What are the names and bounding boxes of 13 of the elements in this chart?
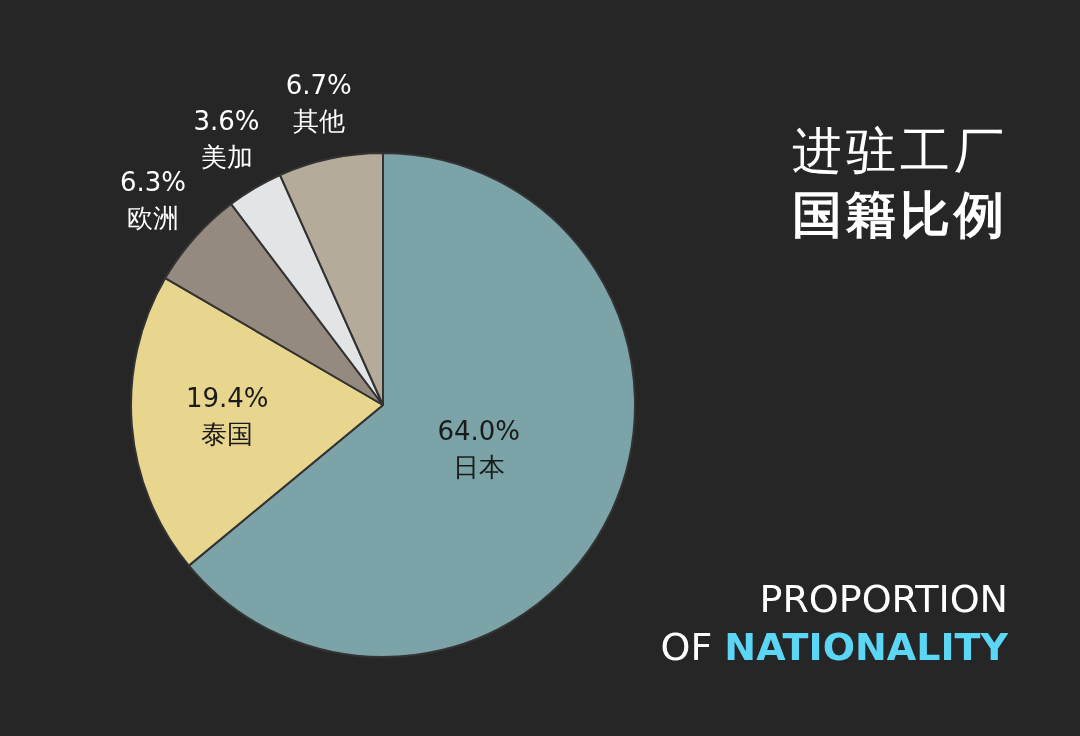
slice-label: 日本 <box>452 451 505 482</box>
data-label: 6.7% <box>285 70 352 101</box>
data-label: 19.4% <box>185 383 269 414</box>
slice-label: 泰国 <box>201 419 254 450</box>
data-label: 64.0% <box>437 415 521 446</box>
slice-label: 其他 <box>292 106 345 137</box>
text: 国籍比例 <box>792 185 1008 246</box>
data-label: 6.3% <box>119 166 187 197</box>
data-label: 3.6% <box>193 106 260 137</box>
text: PROPORTION OF NATIONALITY <box>660 577 1008 669</box>
slice-label: 美加 <box>200 142 253 173</box>
slice-label: 欧洲 <box>127 202 180 233</box>
text: 进驻工厂 <box>792 121 1008 182</box>
